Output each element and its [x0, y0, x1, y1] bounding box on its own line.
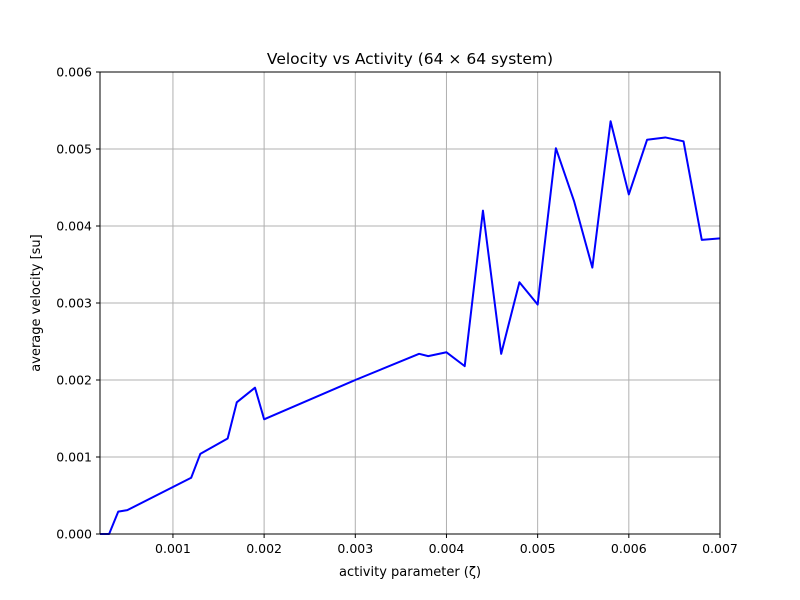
x-tick-label: 0.001: [155, 541, 191, 556]
x-tick-label: 0.005: [520, 541, 556, 556]
x-axis-label: activity parameter (ζ): [339, 565, 481, 580]
y-tick-label: 0.003: [56, 296, 92, 311]
y-tick-label: 0.005: [56, 142, 92, 157]
x-tick-label: 0.004: [429, 541, 465, 556]
y-tick-label: 0.000: [56, 527, 92, 542]
y-tick-label: 0.001: [56, 450, 92, 465]
y-axis-label: average velocity [su]: [29, 234, 44, 371]
chart-title: Velocity vs Activity (64 × 64 system): [267, 50, 553, 68]
x-tick-label: 0.007: [702, 541, 738, 556]
x-tick-label: 0.006: [611, 541, 647, 556]
y-tick-label: 0.006: [56, 65, 92, 80]
x-tick-label: 0.002: [246, 541, 282, 556]
y-tick-label: 0.002: [56, 373, 92, 388]
series-line: [100, 120, 721, 535]
grid-lines: [100, 71, 721, 535]
x-tick-label: 0.003: [337, 541, 373, 556]
y-tick-label: 0.004: [56, 219, 92, 234]
y-axis-ticks: 0.000 0.001 0.002 0.003 0.004 0.005 0.006: [56, 65, 100, 542]
x-axis-ticks: 0.001 0.002 0.003 0.004 0.005 0.006 0.007: [155, 534, 738, 556]
